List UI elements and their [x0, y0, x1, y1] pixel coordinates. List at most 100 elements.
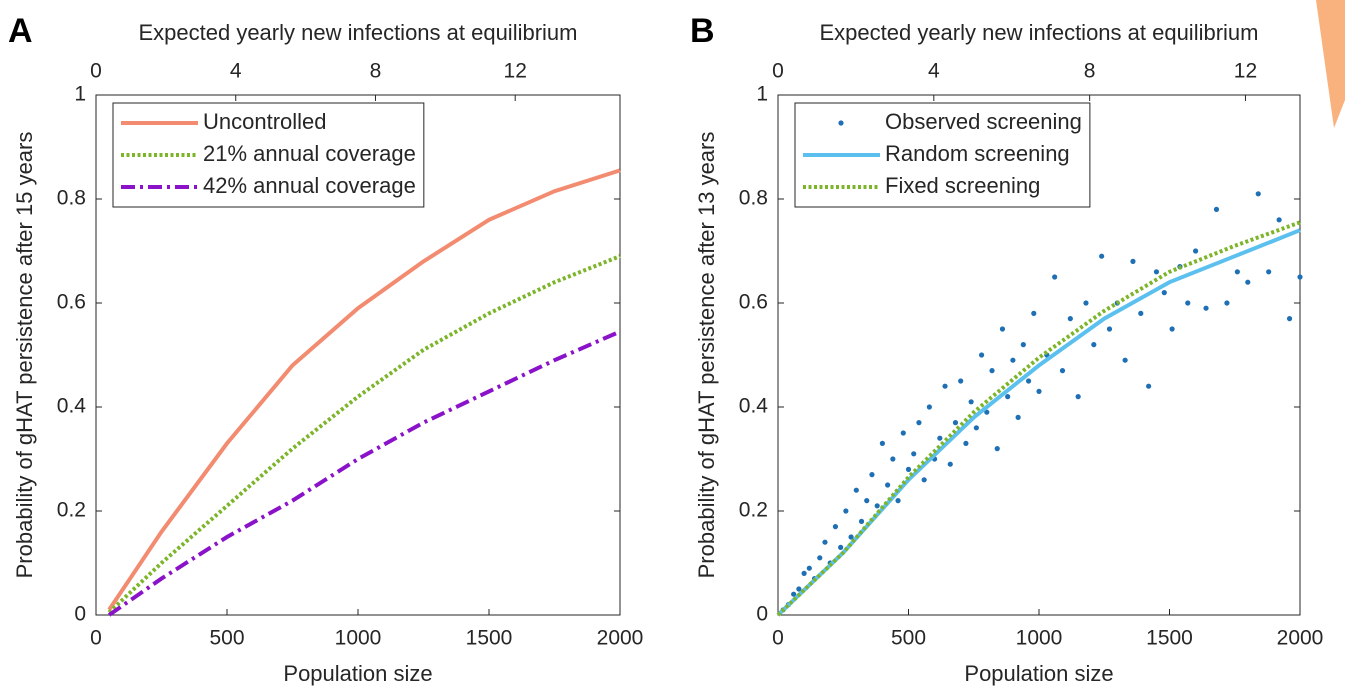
scatter-point	[978, 352, 985, 358]
legend-label: Random screening	[885, 141, 1070, 166]
scatter-point	[1099, 253, 1105, 259]
scatter-point	[1005, 394, 1011, 400]
y-tick-label: 0.8	[57, 187, 86, 210]
y-tick-label: 0.6	[739, 291, 768, 314]
series-line	[107, 254, 621, 614]
scatter-point	[1255, 191, 1261, 197]
scatter-point	[1138, 310, 1144, 316]
scatter-point	[916, 420, 922, 426]
scatter-point	[874, 503, 880, 509]
scatter-point	[963, 440, 969, 446]
scatter-point	[864, 498, 870, 504]
scatter-point	[937, 435, 943, 441]
scatter-point	[942, 383, 948, 389]
scatter-point	[1185, 300, 1191, 306]
x-tick-label: 2000	[1277, 627, 1324, 650]
scatter-point	[900, 430, 906, 436]
y-tick-label: 0.4	[739, 395, 769, 418]
scatter-point	[1059, 368, 1066, 374]
x2-tick-label: 12	[1234, 60, 1257, 83]
scatter-point	[1025, 378, 1032, 384]
scatter-point	[1203, 305, 1209, 311]
y-tick-label: 0	[756, 603, 768, 626]
scatter-point	[1213, 206, 1220, 212]
scatter-point	[984, 409, 990, 415]
series-line	[107, 329, 621, 617]
scatter-point	[838, 544, 844, 551]
x-tick-label: 500	[891, 627, 926, 650]
scatter-point	[1122, 357, 1128, 363]
scatter-point	[1106, 326, 1113, 332]
scatter-point	[958, 378, 964, 384]
scatter-point	[1193, 248, 1199, 254]
scatter-point	[817, 555, 823, 561]
x-tick-label: 2000	[597, 627, 644, 650]
scatter-point	[895, 498, 901, 504]
scatter-point	[1091, 342, 1097, 348]
x2-axis-label: Expected yearly new infections at equili…	[138, 20, 577, 45]
y-tick-label: 0.8	[739, 187, 768, 210]
y-tick-label: 1	[74, 83, 86, 106]
scatter-point	[806, 565, 812, 571]
scatter-point	[822, 539, 828, 545]
x2-axis-label: Expected yearly new infections at equili…	[819, 20, 1258, 45]
legend-label: 21% annual coverage	[203, 141, 416, 166]
scatter-point	[1286, 316, 1293, 322]
scatter-point	[858, 518, 865, 525]
scatter-point	[999, 326, 1006, 332]
scatter-point	[1020, 342, 1026, 348]
scatter-point	[1146, 383, 1152, 389]
y-tick-label: 0.2	[739, 499, 768, 522]
scatter-point	[885, 482, 891, 488]
panel-label: A	[8, 12, 33, 50]
scatter-point	[1224, 300, 1230, 306]
x2-tick-label: 0	[90, 60, 102, 83]
scatter-point	[1245, 279, 1251, 285]
legend-label: Fixed screening	[885, 173, 1040, 198]
y-tick-label: 0.6	[57, 291, 86, 314]
scatter-point	[1297, 274, 1303, 280]
scatter-point	[947, 461, 953, 467]
y-axis-label: Probability of gHAT persistence after 15…	[12, 132, 37, 579]
legend: Observed screening Random screening Fixed …	[794, 102, 1091, 208]
y-tick-label: 0	[74, 603, 86, 626]
scatter-point	[796, 586, 802, 592]
scatter-point	[1153, 269, 1160, 275]
scatter-point	[994, 446, 1000, 452]
panel-label: B	[690, 12, 715, 50]
scatter-point	[1161, 290, 1167, 296]
x-tick-label: 0	[90, 627, 102, 650]
scatter-point	[890, 456, 896, 462]
scatter-point	[1130, 258, 1136, 264]
y-tick-label: 0.4	[57, 395, 87, 418]
x-axis-label: Population size	[964, 661, 1113, 686]
x-tick-label: 1000	[335, 627, 382, 650]
scatter-point	[973, 425, 979, 431]
scatter-point	[911, 451, 917, 457]
x-axis-label: Population size	[283, 661, 432, 686]
legend-marker	[838, 120, 844, 126]
legend-box	[112, 102, 425, 208]
scatter-point	[1083, 300, 1089, 306]
series-line	[776, 220, 1301, 617]
scatter-point	[1075, 394, 1081, 400]
scatter-point	[879, 440, 886, 446]
x2-tick-label: 4	[230, 60, 242, 83]
scatter-point	[869, 472, 875, 478]
corner-decoration	[1316, 0, 1345, 128]
scatter-point	[1276, 217, 1282, 223]
scatter-point	[1266, 269, 1272, 275]
scatter-point	[926, 404, 932, 410]
scatter-point	[989, 368, 995, 374]
legend-label: 42% annual coverage	[203, 173, 416, 198]
scatter-point	[1169, 326, 1175, 332]
scatter-point	[1010, 357, 1016, 363]
scatter-point	[1036, 388, 1042, 394]
legend-label: Uncontrolled	[203, 109, 327, 134]
y-tick-label: 1	[756, 83, 768, 106]
scatter-point	[801, 570, 807, 577]
series-line	[107, 168, 621, 611]
legend-label: Observed screening	[885, 109, 1082, 134]
scatter-point	[843, 508, 849, 514]
